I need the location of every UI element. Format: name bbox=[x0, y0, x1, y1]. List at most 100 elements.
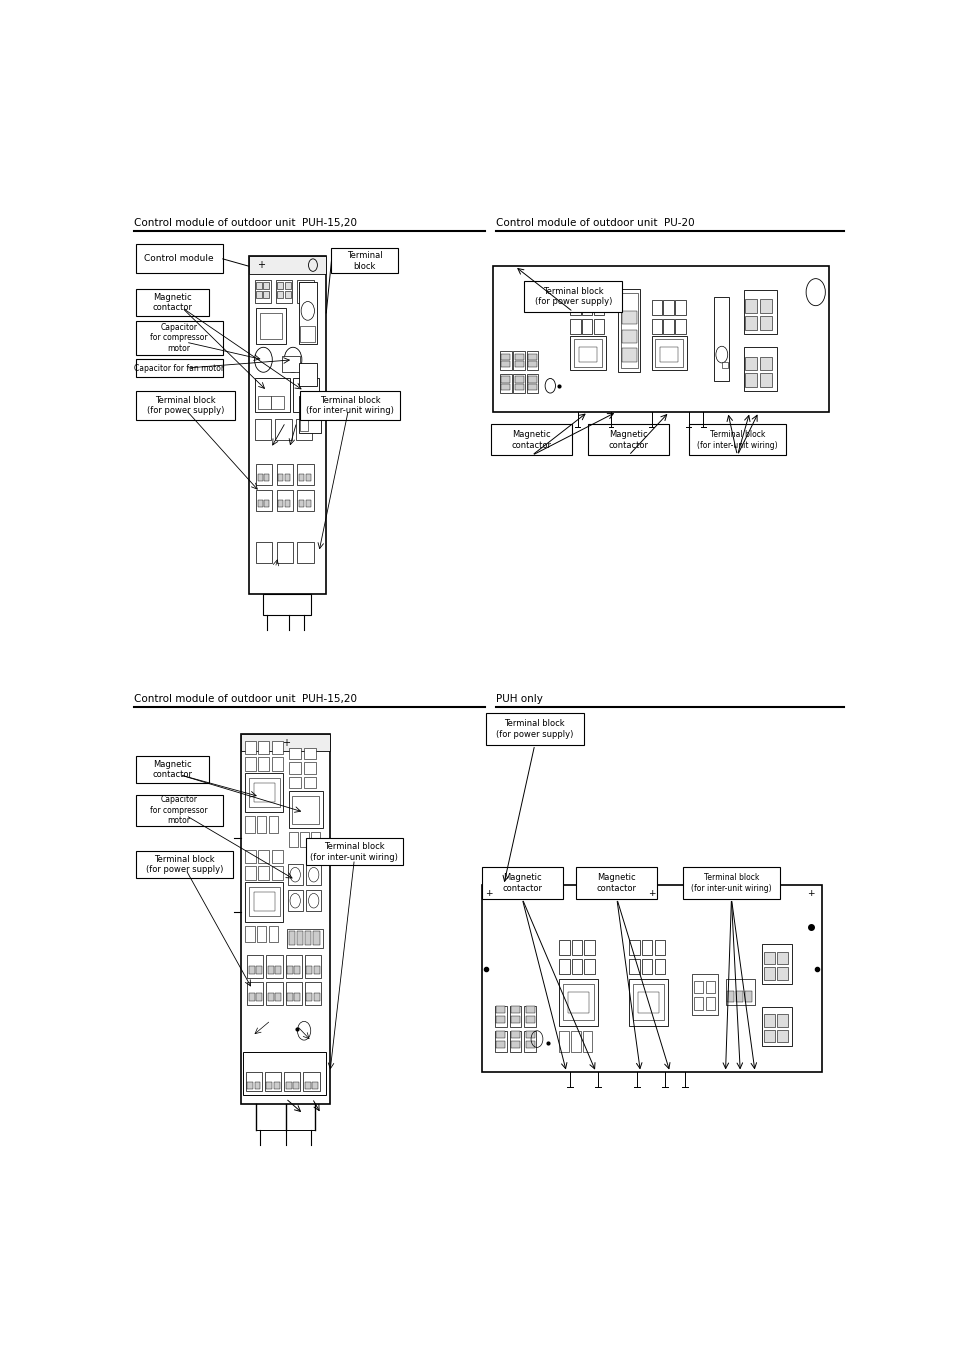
Bar bbox=[272, 866, 282, 880]
Bar bbox=[558, 959, 569, 974]
Bar bbox=[305, 500, 311, 508]
Bar bbox=[272, 850, 282, 863]
Bar bbox=[272, 740, 282, 754]
Bar bbox=[578, 347, 597, 362]
Bar bbox=[296, 931, 303, 946]
Bar bbox=[571, 959, 581, 974]
Bar bbox=[288, 931, 294, 946]
Bar bbox=[305, 931, 311, 946]
Bar bbox=[509, 1005, 521, 1027]
Bar bbox=[281, 355, 300, 373]
Bar bbox=[305, 838, 403, 866]
Bar bbox=[285, 955, 301, 978]
Bar bbox=[511, 1005, 519, 1013]
Bar bbox=[254, 1082, 260, 1089]
Bar bbox=[654, 959, 664, 974]
Bar bbox=[777, 1015, 787, 1027]
Bar bbox=[743, 290, 777, 334]
Bar bbox=[570, 319, 580, 334]
Bar bbox=[135, 757, 210, 784]
Bar bbox=[266, 982, 282, 1005]
Bar bbox=[245, 816, 254, 834]
Bar bbox=[496, 1031, 505, 1038]
Text: Magnetic
contactor: Magnetic contactor bbox=[152, 761, 193, 780]
Bar bbox=[263, 282, 269, 289]
Bar bbox=[255, 966, 262, 974]
Bar bbox=[311, 832, 320, 847]
Bar bbox=[289, 832, 298, 847]
Text: Magnetic
contactor: Magnetic contactor bbox=[608, 430, 648, 450]
Bar bbox=[275, 419, 292, 440]
Bar bbox=[277, 290, 283, 299]
Bar bbox=[760, 300, 771, 313]
Bar bbox=[264, 474, 269, 481]
Bar bbox=[581, 319, 592, 334]
Text: Control module of outdoor unit  PUH-15,20: Control module of outdoor unit PUH-15,20 bbox=[133, 218, 356, 228]
Bar bbox=[314, 993, 319, 1001]
Bar bbox=[266, 955, 282, 978]
Bar bbox=[528, 377, 537, 382]
Bar bbox=[247, 1082, 253, 1089]
Bar bbox=[278, 500, 283, 508]
Bar bbox=[481, 867, 562, 898]
Bar bbox=[249, 255, 326, 594]
Text: Terminal block
(for power supply): Terminal block (for power supply) bbox=[534, 286, 611, 307]
Text: +: + bbox=[647, 889, 655, 898]
Bar bbox=[763, 1029, 774, 1042]
Text: +: + bbox=[281, 739, 290, 748]
Bar bbox=[654, 940, 664, 955]
Bar bbox=[760, 373, 771, 386]
Bar bbox=[245, 757, 255, 770]
Bar bbox=[641, 940, 652, 955]
Bar bbox=[721, 362, 727, 367]
Bar bbox=[289, 792, 322, 828]
Bar bbox=[306, 890, 321, 911]
Bar bbox=[682, 867, 780, 898]
Bar bbox=[287, 993, 293, 1001]
Bar bbox=[258, 866, 269, 880]
Bar bbox=[496, 1016, 505, 1024]
Text: Terminal block
(for inter-unit wiring): Terminal block (for inter-unit wiring) bbox=[690, 873, 771, 893]
Bar bbox=[558, 940, 569, 955]
Bar bbox=[298, 500, 304, 508]
Bar bbox=[524, 1005, 536, 1027]
Bar bbox=[629, 940, 639, 955]
Bar bbox=[275, 993, 281, 1001]
Bar bbox=[245, 773, 283, 812]
Text: Terminal block
(for inter-unit wiring): Terminal block (for inter-unit wiring) bbox=[697, 430, 777, 450]
Bar bbox=[528, 354, 537, 359]
Bar bbox=[245, 925, 254, 943]
Bar bbox=[298, 363, 317, 386]
Bar bbox=[241, 734, 330, 1104]
Bar bbox=[288, 865, 302, 885]
Bar bbox=[495, 1005, 506, 1027]
Bar bbox=[641, 959, 652, 974]
Bar bbox=[485, 713, 583, 744]
Bar bbox=[621, 311, 637, 324]
Bar bbox=[509, 1031, 521, 1051]
Text: Terminal
block: Terminal block bbox=[347, 251, 382, 270]
Bar bbox=[268, 993, 274, 1001]
Bar bbox=[314, 966, 319, 974]
Bar bbox=[499, 351, 512, 370]
Text: Control module of outdoor unit  PUH-15,20: Control module of outdoor unit PUH-15,20 bbox=[133, 694, 356, 704]
Bar bbox=[255, 282, 262, 289]
Bar bbox=[255, 490, 272, 511]
Bar bbox=[501, 354, 510, 359]
Bar bbox=[528, 384, 537, 390]
Bar bbox=[269, 816, 278, 834]
Bar bbox=[274, 1082, 279, 1089]
Bar bbox=[289, 748, 301, 759]
Bar bbox=[638, 992, 659, 1013]
Bar bbox=[501, 361, 510, 367]
Bar bbox=[496, 1042, 505, 1048]
Bar bbox=[275, 280, 292, 303]
Bar bbox=[135, 794, 222, 825]
Bar bbox=[300, 390, 400, 420]
Bar bbox=[651, 319, 661, 334]
Bar bbox=[760, 357, 771, 370]
Bar bbox=[583, 959, 594, 974]
Bar bbox=[515, 377, 523, 382]
Bar bbox=[570, 336, 605, 370]
Bar bbox=[293, 1082, 298, 1089]
